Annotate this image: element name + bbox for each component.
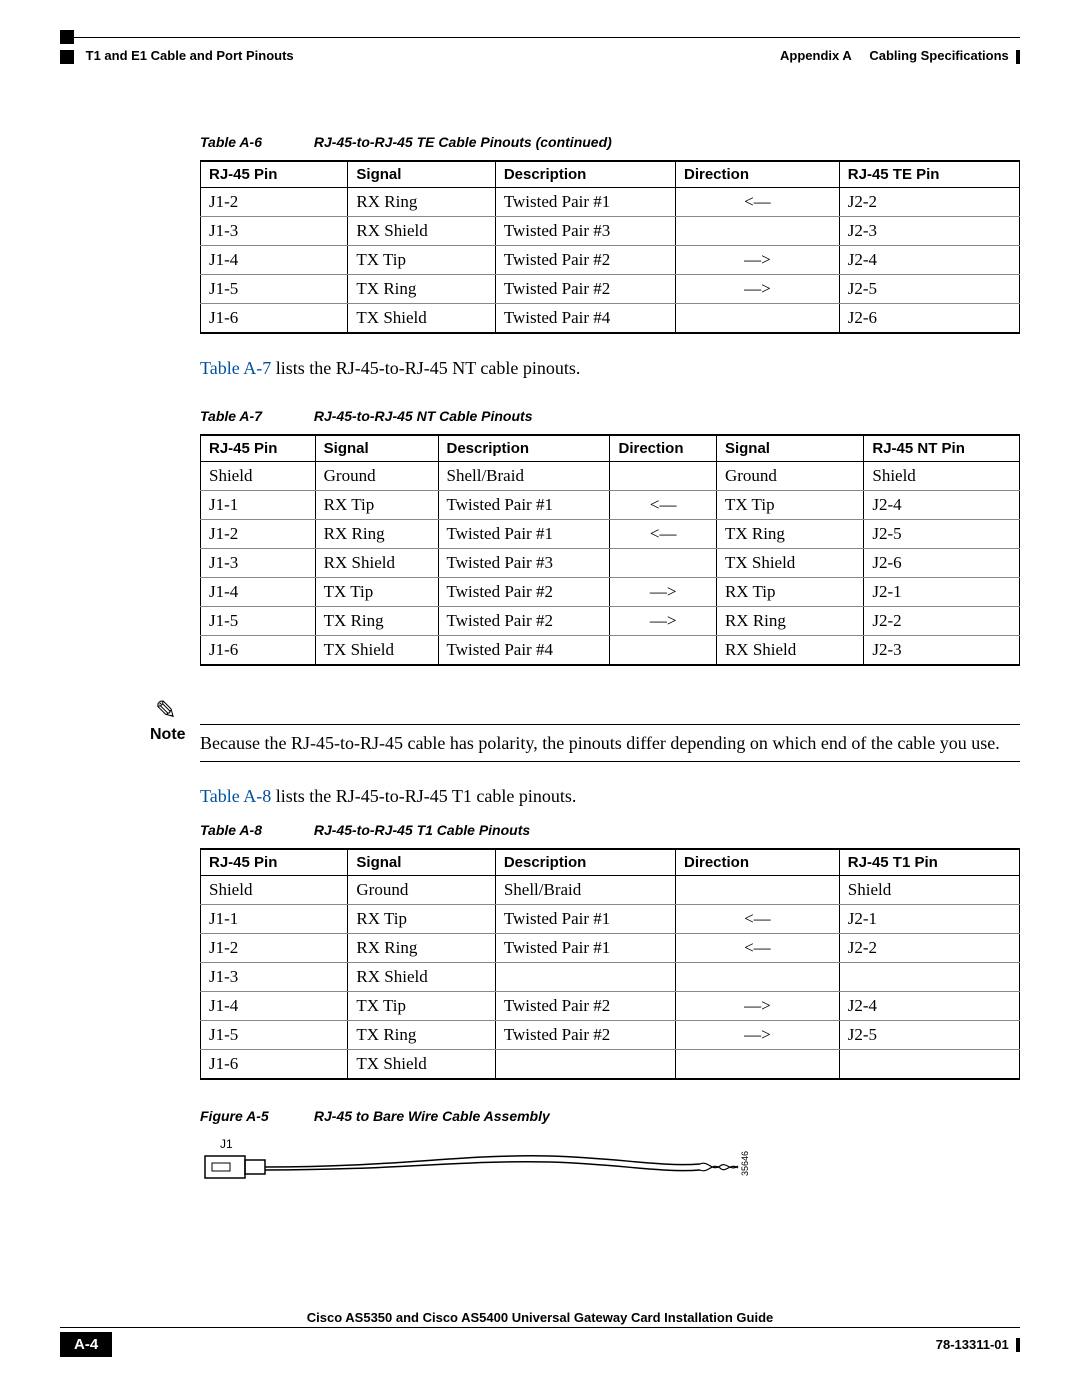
table-row: J1-4TX TipTwisted Pair #2—>J2-4 (201, 245, 1020, 274)
table-a7-caption: Table A-7 RJ-45-to-RJ-45 NT Cable Pinout… (200, 408, 1020, 424)
table-header: RJ-45 Pin (201, 849, 348, 876)
table-a6-caption: Table A-6 RJ-45-to-RJ-45 TE Cable Pinout… (200, 134, 1020, 150)
table-row: J1-5TX RingTwisted Pair #2—>RX RingJ2-2 (201, 606, 1020, 635)
table-header: Direction (675, 849, 839, 876)
header-section: T1 and E1 Cable and Port Pinouts (86, 48, 294, 63)
figure-j1-label: J1 (220, 1137, 233, 1151)
table-row: ShieldGroundShell/BraidGroundShield (201, 461, 1020, 490)
link-table-a8[interactable]: Table A-8 (200, 786, 271, 806)
table-header: Signal (348, 849, 495, 876)
table-header: Description (438, 435, 610, 462)
table-header: RJ-45 Pin (201, 435, 316, 462)
link-table-a7[interactable]: Table A-7 (200, 358, 271, 378)
header-appendix: Appendix A (780, 48, 851, 63)
footer-doc-number: 78-13311-01 (936, 1337, 1009, 1352)
table-header: RJ-45 Pin (201, 161, 348, 188)
table-row: J1-5TX RingTwisted Pair #2—>J2-5 (201, 274, 1020, 303)
table-row: J1-6TX ShieldTwisted Pair #4J2-6 (201, 303, 1020, 333)
table-row: J1-3RX Shield (201, 963, 1020, 992)
svg-text:35646: 35646 (740, 1151, 750, 1176)
table-header: Signal (716, 435, 863, 462)
table-a8: RJ-45 PinSignalDescriptionDirectionRJ-45… (200, 848, 1020, 1080)
note-pencil-icon: ✎ (155, 696, 177, 725)
table-row: J1-2RX RingTwisted Pair #1<—J2-2 (201, 187, 1020, 216)
table-header: Signal (348, 161, 495, 188)
table-row: J1-2RX RingTwisted Pair #1<—TX RingJ2-5 (201, 519, 1020, 548)
table-header: Direction (610, 435, 716, 462)
table-row: J1-4TX TipTwisted Pair #2—>RX TipJ2-1 (201, 577, 1020, 606)
table-a8-caption: Table A-8 RJ-45-to-RJ-45 T1 Cable Pinout… (200, 822, 1020, 838)
table-row: J1-3RX ShieldTwisted Pair #3J2-3 (201, 216, 1020, 245)
table-row: J1-3RX ShieldTwisted Pair #3TX ShieldJ2-… (201, 548, 1020, 577)
table-row: J1-6TX ShieldTwisted Pair #4RX ShieldJ2-… (201, 635, 1020, 665)
table-row: J1-1RX TipTwisted Pair #1<—TX TipJ2-4 (201, 490, 1020, 519)
table-header: RJ-45 TE Pin (839, 161, 1019, 188)
figure-a5-caption: Figure A-5 RJ-45 to Bare Wire Cable Asse… (200, 1108, 1020, 1124)
table-a7: RJ-45 PinSignalDescriptionDirectionSigna… (200, 434, 1020, 666)
footer-title: Cisco AS5350 and Cisco AS5400 Universal … (60, 1310, 1020, 1328)
table-header: RJ-45 T1 Pin (839, 849, 1019, 876)
note-label: Note (150, 724, 200, 744)
para-table-a7-intro: Table A-7 lists the RJ-45-to-RJ-45 NT ca… (200, 356, 1020, 380)
table-row: ShieldGroundShell/BraidShield (201, 876, 1020, 905)
table-row: J1-6TX Shield (201, 1050, 1020, 1080)
header-appendix-title: Cabling Specifications (869, 48, 1008, 63)
table-row: J1-1RX TipTwisted Pair #1<—J2-1 (201, 905, 1020, 934)
table-row: J1-2RX RingTwisted Pair #1<—J2-2 (201, 934, 1020, 963)
para-table-a8-intro: Table A-8 lists the RJ-45-to-RJ-45 T1 ca… (200, 784, 1020, 808)
footer-page-number: A-4 (60, 1332, 112, 1357)
table-header: Direction (675, 161, 839, 188)
table-header: RJ-45 NT Pin (864, 435, 1020, 462)
table-header: Description (495, 161, 675, 188)
figure-a5-image: J1 35646 (200, 1136, 1020, 1196)
table-header: Signal (315, 435, 438, 462)
table-a6: RJ-45 PinSignalDescriptionDirectionRJ-45… (200, 160, 1020, 334)
note-text: Because the RJ-45-to-RJ-45 cable has pol… (200, 724, 1020, 762)
table-header: Description (495, 849, 675, 876)
header-rule-top (60, 30, 1020, 44)
table-row: J1-4TX TipTwisted Pair #2—>J2-4 (201, 992, 1020, 1021)
table-row: J1-5TX RingTwisted Pair #2—>J2-5 (201, 1021, 1020, 1050)
